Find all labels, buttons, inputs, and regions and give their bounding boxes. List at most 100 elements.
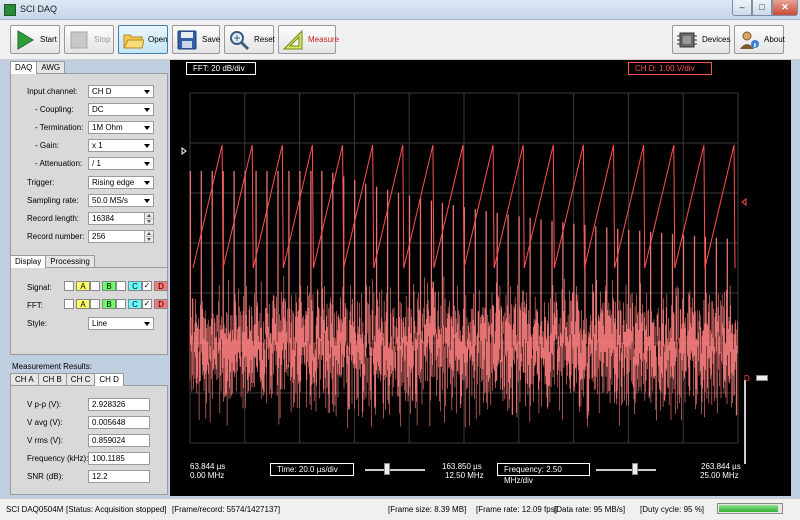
- duty-cycle-progress-bar: [717, 503, 783, 514]
- signal-channel-swatch-b: B: [102, 281, 116, 291]
- tab-awg[interactable]: AWG: [36, 61, 66, 73]
- vertical-slider-thumb[interactable]: [756, 375, 768, 381]
- gain-label: - Gain:: [35, 141, 60, 150]
- right-freq-label: 25.00 MHz: [700, 471, 739, 480]
- fft-scale-label: FFT: 20 dB/div: [186, 62, 256, 75]
- frequency-value: 100.1185: [88, 452, 150, 465]
- close-button[interactable]: ✕: [772, 0, 798, 16]
- sampling-rate-label: Sampling rate:: [27, 196, 79, 205]
- freq-div-label: Frequency: 2.50 MHz/div: [497, 463, 590, 485]
- frame-size: [Frame size: 8.39 MB]: [388, 505, 467, 514]
- chevron-down-icon: [144, 90, 150, 94]
- reset-button[interactable]: Reset: [224, 25, 275, 54]
- spin-down-icon: [144, 218, 153, 224]
- daq-tabs: DAQ AWG: [10, 61, 66, 74]
- measure-button[interactable]: Measure: [278, 25, 339, 54]
- channel-d-offset-marker: D: [744, 374, 750, 383]
- chevron-down-icon: [144, 199, 150, 203]
- fft-spectrum-trace: [189, 171, 738, 429]
- coupling-label: - Coupling:: [35, 105, 74, 114]
- tab-processing[interactable]: Processing: [45, 255, 95, 267]
- fft-checkbox-b[interactable]: [90, 299, 100, 309]
- signal-checkbox-a[interactable]: [64, 281, 74, 291]
- termination-select[interactable]: 1M Ohm: [88, 121, 154, 134]
- chevron-down-icon: [144, 126, 150, 130]
- set-square-icon: [282, 29, 304, 51]
- input-channel-select[interactable]: CH D: [88, 85, 154, 98]
- open-button[interactable]: Open: [118, 25, 168, 54]
- signal-label: Signal:: [27, 283, 52, 292]
- measurement-results-title: Measurement Results:: [12, 362, 93, 371]
- devices-button[interactable]: Devices: [672, 25, 730, 54]
- chevron-down-icon: [144, 181, 150, 185]
- frequency-label: Frequency (kHz):: [27, 454, 89, 463]
- signal-checkbox-c[interactable]: [116, 281, 126, 291]
- freq-slider-track[interactable]: [596, 469, 656, 471]
- left-freq-label: 0.00 MHz: [190, 471, 225, 480]
- termination-label: - Termination:: [35, 123, 84, 132]
- play-icon: [14, 29, 36, 51]
- vavg-label: V avg (V):: [27, 418, 63, 427]
- vertical-slider-track[interactable]: [744, 380, 746, 464]
- tab-ch-a[interactable]: CH A: [10, 373, 39, 385]
- signal-checkbox-d[interactable]: ✓: [142, 281, 152, 291]
- tab-ch-c[interactable]: CH C: [65, 373, 96, 385]
- style-select[interactable]: Line: [88, 317, 154, 330]
- vpp-value: 2.928326: [88, 398, 150, 411]
- maximize-button[interactable]: □: [752, 0, 772, 16]
- snr-value: 12.2: [88, 470, 150, 483]
- fft-checkbox-a[interactable]: [64, 299, 74, 309]
- record-number-spinner[interactable]: 256: [88, 230, 154, 243]
- fft-channel-swatch-a: A: [76, 299, 90, 309]
- minimize-button[interactable]: –: [732, 0, 752, 16]
- tab-ch-d[interactable]: CH D: [94, 373, 124, 386]
- left-time-label: 63.844 µs: [190, 462, 226, 471]
- snr-label: SNR (dB):: [27, 472, 64, 481]
- tab-ch-b[interactable]: CH B: [37, 373, 67, 385]
- fft-checkbox-d[interactable]: ✓: [142, 299, 152, 309]
- freq-slider-thumb[interactable]: [632, 463, 638, 475]
- spin-down-icon: [144, 236, 153, 242]
- signal-checkbox-b[interactable]: [90, 281, 100, 291]
- about-button[interactable]: About: [734, 25, 785, 54]
- attenuation-label: - Attenuation:: [35, 159, 83, 168]
- save-button[interactable]: Save: [172, 25, 220, 54]
- toolbar: Start Stop Open Save Reset Measure Dev: [0, 20, 800, 60]
- fft-checkbox-c[interactable]: [116, 299, 126, 309]
- floppy-disk-icon: [176, 29, 198, 51]
- attenuation-select[interactable]: / 1: [88, 157, 154, 170]
- measurement-group: V p-p (V): 2.928326 V avg (V): 0.005648 …: [10, 385, 168, 495]
- progress-fill: [719, 505, 778, 512]
- record-length-spinner[interactable]: 16384: [88, 212, 154, 225]
- oscilloscope-display[interactable]: FFT: 20 dB/div CH D: 1.00 V/div 63.844 µ…: [170, 60, 791, 496]
- duty-cycle: [Duty cycle: 95 %]: [640, 505, 705, 514]
- signal-channel-swatch-a: A: [76, 281, 90, 291]
- trigger-label: Trigger:: [27, 178, 55, 187]
- fft-label: FFT:: [27, 301, 43, 310]
- chevron-down-icon: [144, 322, 150, 326]
- acquisition-status: [Status: Acquisition stopped]: [66, 505, 167, 514]
- folder-icon: [122, 29, 145, 51]
- time-div-label: Time: 20.0 µs/div: [270, 463, 354, 476]
- time-slider-thumb[interactable]: [384, 463, 390, 475]
- sampling-rate-select[interactable]: 50.0 MS/s: [88, 194, 154, 207]
- gain-select[interactable]: x 1: [88, 139, 154, 152]
- chevron-down-icon: [144, 108, 150, 112]
- mid-time-label: 163.850 µs: [442, 462, 482, 471]
- data-rate: [Data rate: 95 MB/s]: [554, 505, 626, 514]
- display-tabs: Display Processing: [10, 255, 95, 268]
- device-name: SCI DAQ0504M: [6, 505, 64, 514]
- measurement-tabs: CH A CH B CH C CH D: [10, 373, 124, 386]
- spin-up-icon: [144, 213, 153, 219]
- coupling-select[interactable]: DC: [88, 103, 154, 116]
- app-icon: [4, 4, 16, 16]
- status-bar: SCI DAQ0504M [Status: Acquisition stoppe…: [0, 498, 800, 520]
- start-button[interactable]: Start: [10, 25, 60, 54]
- trigger-select[interactable]: Rising edge: [88, 176, 154, 189]
- tab-display[interactable]: Display: [10, 255, 47, 268]
- record-number-label: Record number:: [27, 232, 85, 241]
- stop-button[interactable]: Stop: [64, 25, 114, 54]
- time-slider-track[interactable]: [365, 469, 425, 471]
- tab-daq[interactable]: DAQ: [10, 61, 38, 74]
- trigger-level-marker: [181, 147, 187, 155]
